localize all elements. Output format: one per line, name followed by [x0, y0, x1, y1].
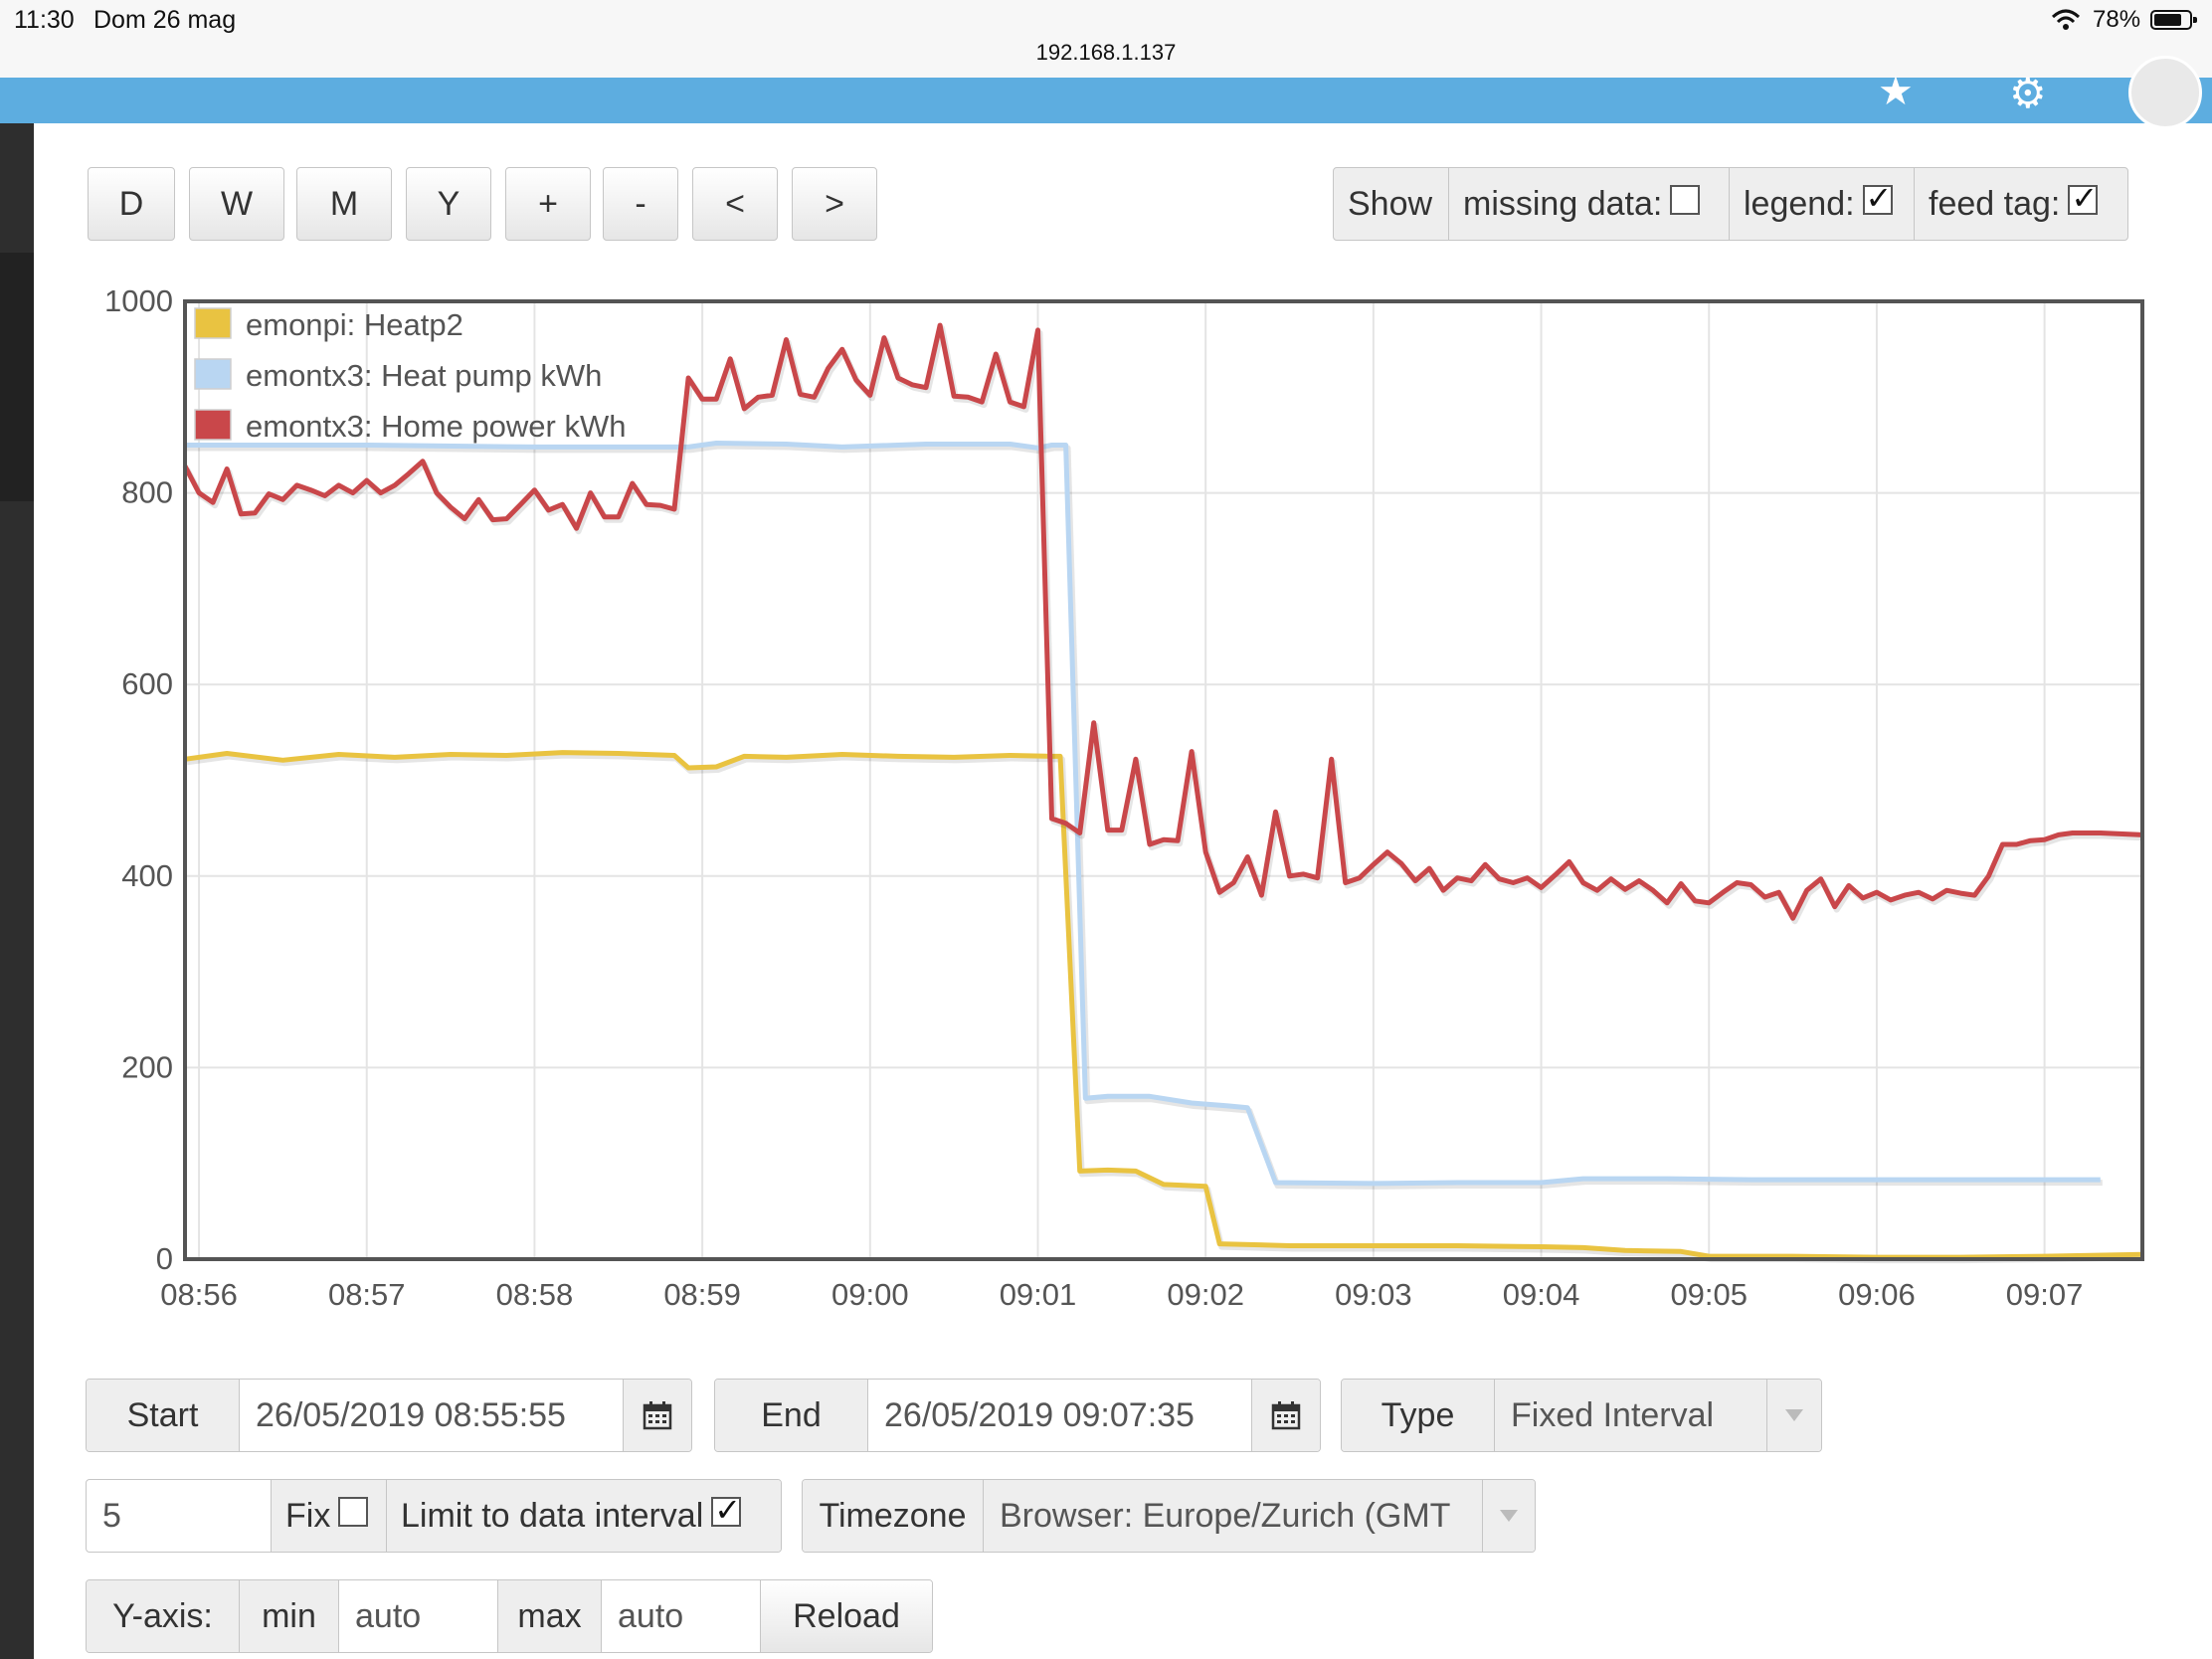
y-tick-label: 800 [121, 475, 173, 510]
missing-data-toggle[interactable]: missing data: [1449, 168, 1730, 240]
series-line-2 [182, 322, 2143, 921]
year-button[interactable]: Y [406, 167, 491, 241]
x-tick-label: 08:57 [328, 1277, 406, 1312]
battery-percent: 78% [2093, 6, 2141, 33]
start-date-input[interactable]: 26/05/2019 08:55:55 [240, 1380, 624, 1451]
series-shadow-1 [187, 443, 2103, 1190]
min-label: min [240, 1580, 339, 1652]
type-group: Type Fixed Interval [1341, 1379, 1822, 1452]
feed-tag-checkbox[interactable] [2068, 181, 2099, 215]
limit-interval-checkbox[interactable] [711, 1493, 742, 1527]
address-url[interactable]: 192.168.1.137 [1035, 40, 1177, 65]
yaxis-group: Y-axis: min auto max auto Reload [86, 1579, 933, 1653]
day-button[interactable]: D [88, 167, 175, 241]
y-tick-label: 400 [121, 858, 173, 893]
fix-checkbox[interactable] [338, 1497, 369, 1527]
end-label: End [715, 1380, 868, 1451]
reload-button[interactable]: Reload [761, 1580, 932, 1652]
x-tick-label: 08:56 [160, 1277, 238, 1312]
legend-checkbox[interactable] [1862, 181, 1893, 215]
end-group: End 26/05/2019 09:07:35 [714, 1379, 1321, 1452]
end-date-input[interactable]: 26/05/2019 09:07:35 [868, 1380, 1252, 1451]
y-max-input[interactable]: auto [602, 1580, 761, 1652]
graph-area[interactable]: 0 200 400 600 800 1000 08:56 08:57 08:58 08:59 09:… [0, 278, 2212, 1323]
max-label: max [498, 1580, 602, 1652]
missing-data-checkbox[interactable] [1670, 185, 1701, 215]
legend-swatch [194, 358, 232, 390]
pan-left-button[interactable]: < [692, 167, 778, 241]
plot-border [183, 299, 2144, 1261]
y-tick-label: 0 [156, 1241, 173, 1276]
start-group: Start 26/05/2019 08:55:55 [86, 1379, 692, 1452]
battery-icon [2150, 10, 2197, 30]
type-select[interactable]: Fixed Interval [1495, 1380, 1767, 1451]
type-label: Type [1342, 1380, 1495, 1451]
calendar-icon [643, 1401, 672, 1430]
timezone-label: Timezone [803, 1480, 984, 1552]
yaxis-label: Y-axis: [87, 1580, 240, 1652]
gear-icon[interactable]: ⚙ [2009, 70, 2047, 116]
show-options: Show missing data: legend: feed tag: [1333, 167, 2128, 241]
legend-swatch [194, 409, 232, 441]
feed-tag-toggle[interactable]: feed tag: [1915, 168, 2127, 240]
type-dropdown-button[interactable] [1767, 1380, 1821, 1451]
interval-group: 5 Fix Limit to data interval [86, 1479, 782, 1553]
user-avatar-icon[interactable] [2128, 56, 2202, 129]
line-chart[interactable]: 0 200 400 600 800 1000 08:56 08:57 08:58 08:59 09:… [0, 278, 2212, 1323]
legend-swatch [194, 307, 232, 339]
star-icon[interactable]: ★ [1878, 70, 1914, 113]
legend-label: emontx3: Heat pump kWh [246, 358, 602, 393]
series-line-1 [185, 441, 2101, 1187]
zoom-out-button[interactable]: - [603, 167, 678, 241]
month-button[interactable]: M [296, 167, 392, 241]
pan-right-button[interactable]: > [792, 167, 877, 241]
top-navbar: ★ ⚙ [0, 56, 2212, 129]
fix-toggle[interactable]: Fix [272, 1480, 387, 1552]
x-tick-label: 09:03 [1335, 1277, 1412, 1312]
show-label: Show [1334, 168, 1449, 240]
legend-label: emontx3: Home power kWh [246, 409, 626, 444]
x-tick-label: 09:04 [1503, 1277, 1580, 1312]
y-tick-label: 200 [121, 1049, 173, 1084]
timezone-dropdown-button[interactable] [1483, 1480, 1535, 1552]
wifi-icon [2051, 9, 2081, 30]
y-tick-label: 600 [121, 666, 173, 701]
x-tick-label: 09:01 [1000, 1277, 1077, 1312]
end-calendar-button[interactable] [1252, 1380, 1320, 1451]
start-label: Start [87, 1380, 240, 1451]
interval-input[interactable]: 5 [87, 1480, 272, 1552]
x-tick-label: 08:58 [496, 1277, 574, 1312]
zoom-in-button[interactable]: + [505, 167, 591, 241]
y-min-input[interactable]: auto [339, 1580, 498, 1652]
legend-toggle[interactable]: legend: [1730, 168, 1915, 240]
chevron-down-icon [1785, 1409, 1803, 1421]
week-button[interactable]: W [189, 167, 284, 241]
status-date: Dom 26 mag [93, 6, 237, 34]
calendar-icon [1271, 1401, 1301, 1430]
status-time: 11:30 [14, 6, 75, 34]
timezone-group: Timezone Browser: Europe/Zurich (GMT [802, 1479, 1536, 1553]
series-line-0 [184, 750, 2143, 1260]
sidebar-edge [0, 123, 34, 1659]
x-tick-label: 09:07 [2006, 1277, 2084, 1312]
chevron-down-icon [1500, 1510, 1518, 1522]
x-tick-label: 08:59 [663, 1277, 741, 1312]
x-tick-label: 09:06 [1838, 1277, 1916, 1312]
start-calendar-button[interactable] [624, 1380, 691, 1451]
x-tick-label: 09:05 [1670, 1277, 1748, 1312]
limit-interval-toggle[interactable]: Limit to data interval [387, 1480, 781, 1552]
ios-status-bar: 11:30 Dom 26 mag 192.168.1.137 78% [0, 0, 2212, 78]
legend-label: emonpi: Heatp2 [246, 307, 463, 342]
timezone-select[interactable]: Browser: Europe/Zurich (GMT [984, 1480, 1483, 1552]
x-tick-label: 09:00 [831, 1277, 909, 1312]
y-tick-label: 1000 [104, 283, 173, 318]
x-tick-label: 09:02 [1167, 1277, 1244, 1312]
